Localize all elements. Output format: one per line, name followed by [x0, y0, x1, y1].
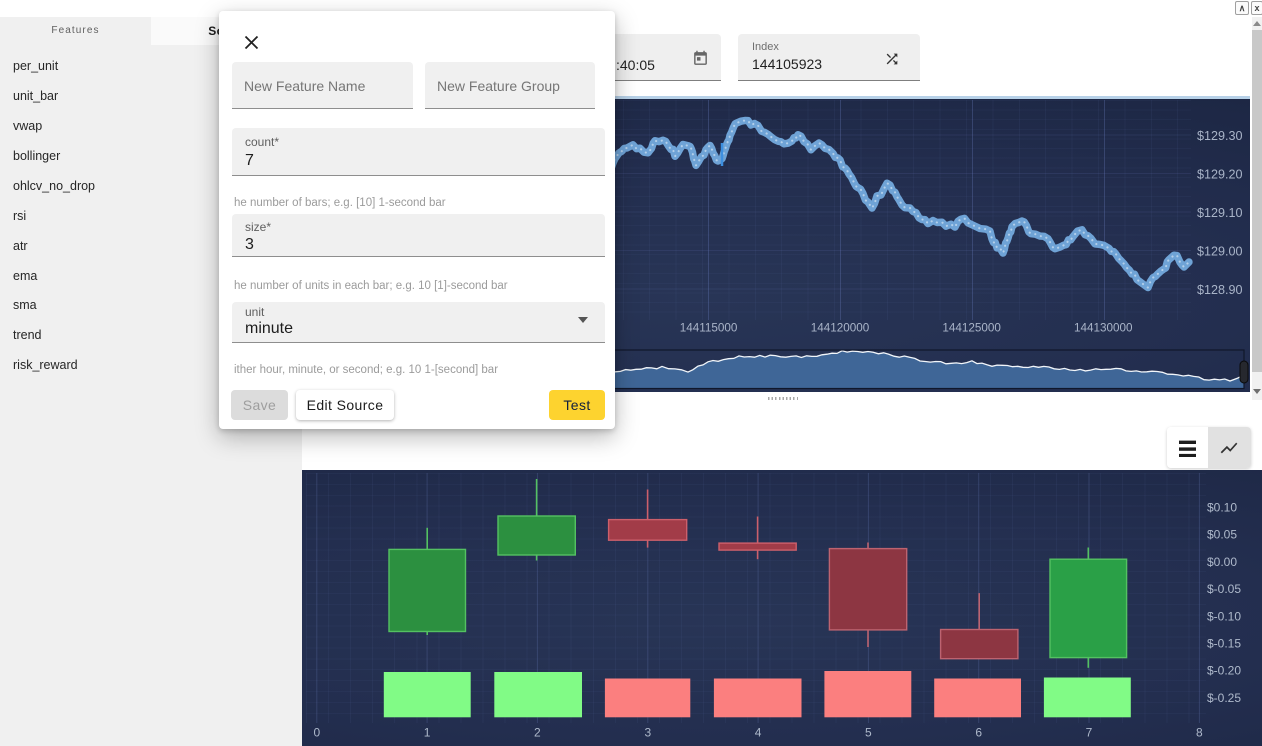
svg-text:$-0.25: $-0.25: [1207, 691, 1241, 705]
svg-text:$128.90: $128.90: [1197, 283, 1243, 297]
svg-text:144125000: 144125000: [942, 322, 1001, 335]
svg-text:144115000: 144115000: [680, 322, 738, 335]
svg-text:$129.20: $129.20: [1197, 168, 1243, 182]
svg-text:2: 2: [534, 726, 541, 740]
svg-text:$0.05: $0.05: [1207, 528, 1237, 542]
svg-text:0: 0: [313, 726, 320, 740]
svg-text:1: 1: [424, 726, 431, 740]
svg-text:$129.10: $129.10: [1197, 206, 1243, 220]
svg-text:5: 5: [865, 726, 872, 740]
svg-text:$-0.15: $-0.15: [1207, 637, 1241, 651]
svg-text:$-0.10: $-0.10: [1207, 609, 1241, 623]
svg-text:$-0.05: $-0.05: [1207, 582, 1241, 596]
svg-text:8: 8: [1196, 726, 1203, 740]
svg-text:$0.10: $0.10: [1207, 501, 1237, 515]
svg-text:$129.30: $129.30: [1197, 129, 1243, 143]
svg-text:$-0.20: $-0.20: [1207, 664, 1241, 678]
svg-text:6: 6: [975, 726, 982, 740]
svg-text:144120000: 144120000: [811, 322, 870, 335]
svg-text:7: 7: [1086, 726, 1093, 740]
svg-text:144130000: 144130000: [1074, 322, 1133, 335]
svg-text:4: 4: [755, 726, 762, 740]
svg-text:3: 3: [644, 726, 651, 740]
svg-text:$129.00: $129.00: [1197, 245, 1243, 259]
svg-text:$0.00: $0.00: [1207, 555, 1237, 569]
